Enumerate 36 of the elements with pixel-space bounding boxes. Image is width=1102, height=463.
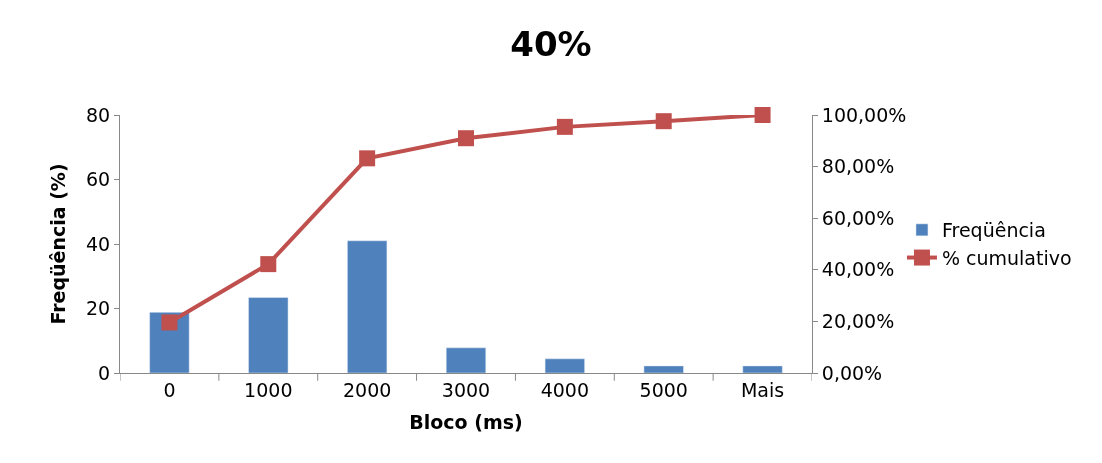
bar (248, 297, 289, 373)
chart-title: 40% (510, 24, 592, 65)
x-axis-title: Bloco (ms) (409, 410, 523, 433)
legend-label: % cumulativo (941, 246, 1072, 269)
x-tick-label: Mais (740, 378, 785, 401)
y2-tick-label: 0,00% (821, 361, 883, 384)
point (754, 107, 771, 123)
point (556, 118, 573, 135)
y2-tick-label: 100,00% (821, 103, 907, 126)
y2-tick-label: 60,00% (821, 206, 895, 229)
bar (643, 365, 684, 373)
legend-label: Freqüência (941, 219, 1046, 242)
point (359, 150, 376, 167)
point (458, 130, 474, 147)
y-tick-label: 60 (86, 168, 111, 191)
x-tick-label: 3000 (441, 378, 491, 401)
y-axis-title: Freqüência (%) (46, 163, 69, 325)
point (260, 256, 277, 273)
point (161, 314, 178, 331)
y2-tick-label: 20,00% (821, 310, 895, 333)
x-tick-label: 4000 (540, 378, 590, 401)
bar (544, 358, 585, 373)
y-tick-label: 40 (86, 232, 111, 255)
y-tick-label: 0 (98, 361, 111, 384)
point (655, 113, 672, 130)
x-tick-label: 5000 (639, 378, 688, 401)
x-tick-label: 0 (163, 378, 176, 401)
x-tick-label: 2000 (342, 378, 392, 401)
y2-tick-label: 40,00% (821, 258, 895, 281)
y2-tick-label: 80,00% (821, 155, 895, 178)
bar (445, 347, 487, 373)
bar (742, 365, 783, 373)
y-tick-label: 20 (86, 297, 111, 320)
x-tick-label: 1000 (244, 378, 293, 401)
y-tick-label: 80 (86, 103, 111, 126)
bar (347, 240, 388, 373)
